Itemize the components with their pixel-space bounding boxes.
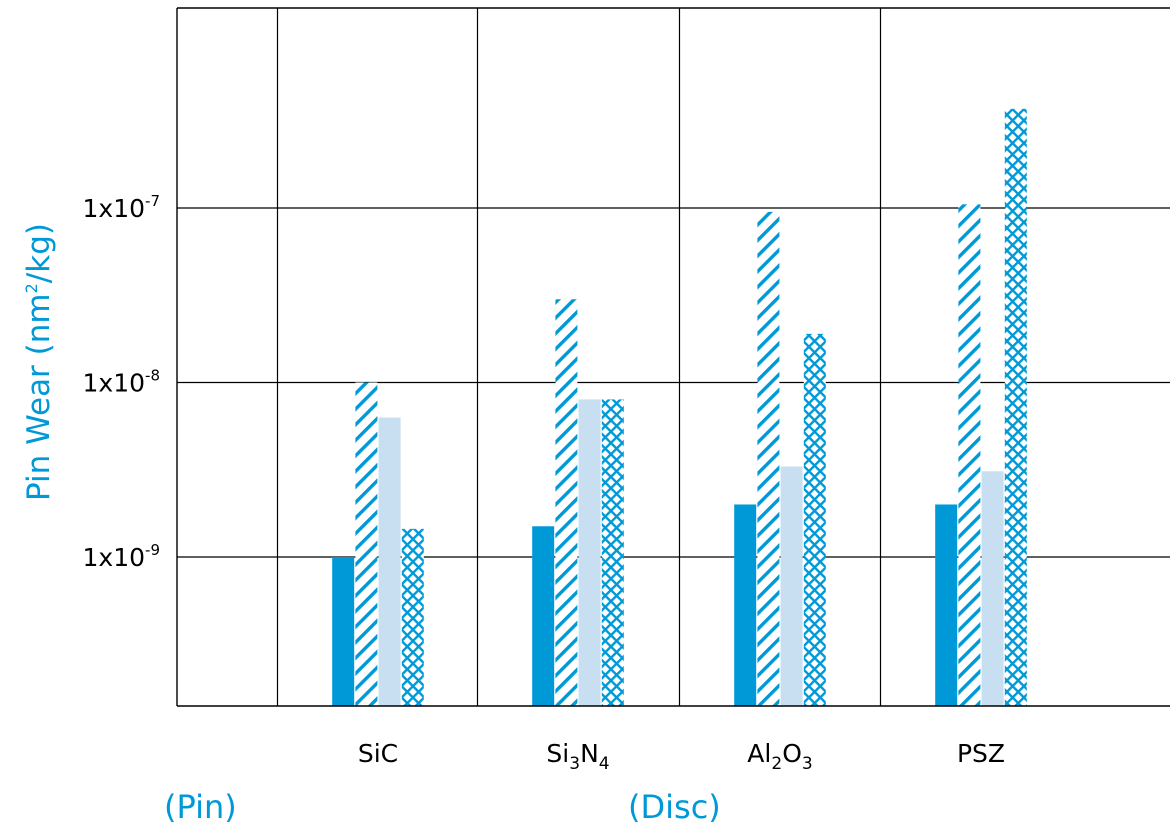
bar-solid bbox=[935, 504, 958, 706]
bar-hatch bbox=[958, 204, 981, 706]
plot-frame bbox=[176, 7, 1170, 707]
y-axis-title: Pin Wear (nm2/kg) bbox=[21, 223, 57, 501]
y-tick-label: 1x10-7 bbox=[83, 192, 160, 223]
bar-hatch bbox=[757, 211, 780, 706]
bar-crosshatch bbox=[601, 399, 624, 706]
bar-light bbox=[378, 417, 401, 706]
y-tick-label: 1x10-9 bbox=[83, 541, 160, 572]
axis-labels: 1x10-9 1x10-8 1x10-7 SiC Si3N4 Al2O3 PSZ bbox=[83, 192, 1006, 774]
x-tick-label: PSZ bbox=[957, 739, 1005, 768]
bar-crosshatch bbox=[401, 528, 424, 706]
bar-light bbox=[981, 471, 1004, 706]
bar-crosshatch bbox=[1004, 108, 1027, 706]
x-tick-label: Al2O3 bbox=[747, 739, 812, 774]
pin-label: (Pin) bbox=[164, 788, 237, 826]
bar-crosshatch bbox=[803, 333, 826, 706]
bar-light bbox=[578, 399, 601, 706]
bars bbox=[332, 108, 1027, 706]
bar-solid bbox=[734, 504, 757, 706]
bar-solid bbox=[332, 556, 355, 706]
x-tick-label: SiC bbox=[358, 739, 398, 768]
bar-hatch bbox=[555, 299, 578, 706]
bar-hatch bbox=[355, 382, 378, 706]
y-tick-label: 1x10-8 bbox=[83, 366, 160, 397]
disc-label: (Disc) bbox=[628, 788, 721, 826]
bar-solid bbox=[532, 526, 555, 706]
bar-light bbox=[780, 466, 803, 706]
x-tick-label: Si3N4 bbox=[546, 739, 609, 774]
